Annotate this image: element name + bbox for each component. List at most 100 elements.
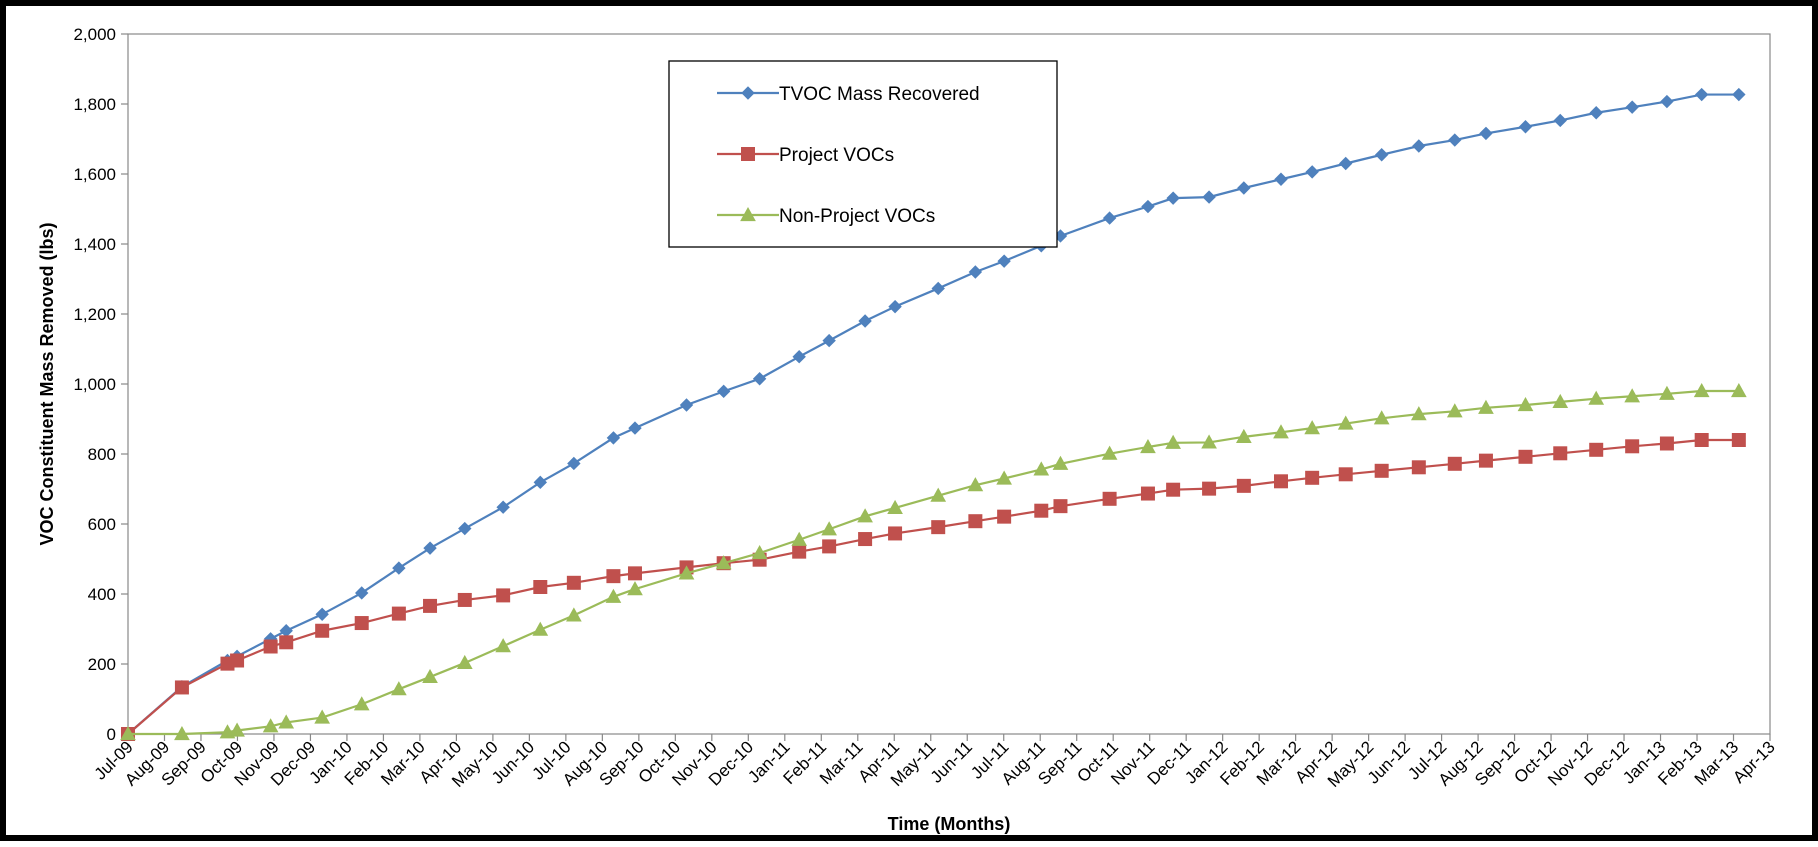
data-point (605, 588, 622, 603)
data-point (355, 586, 369, 600)
data-point (1033, 461, 1050, 476)
data-point (1101, 445, 1118, 460)
data-point (1202, 481, 1217, 496)
data-point (1373, 410, 1390, 425)
data-point (792, 544, 807, 559)
series-non-project-vocs (120, 382, 1747, 741)
data-point (458, 521, 472, 536)
data-point (606, 431, 621, 445)
y-tick-label: 1,600 (73, 165, 116, 184)
data-point (174, 725, 190, 741)
data-point (1237, 181, 1251, 195)
data-point (1447, 456, 1462, 471)
legend-item: TVOC Mass Recovered (717, 84, 980, 105)
data-point (791, 531, 808, 546)
data-point (457, 592, 472, 607)
data-point (679, 398, 694, 412)
data-point (1588, 390, 1605, 405)
data-point (1339, 156, 1353, 171)
data-point (391, 681, 407, 696)
legend-label: TVOC Mass Recovered (779, 84, 980, 105)
data-point (716, 384, 731, 399)
legend: TVOC Mass Recovered Project VOCs Non-Proje… (668, 60, 1058, 248)
data-point (392, 561, 406, 575)
x-axis-title: Time (Months) (888, 814, 1011, 834)
data-point (1202, 190, 1216, 204)
data-point (1166, 191, 1180, 205)
data-point (887, 499, 903, 514)
data-point (496, 588, 511, 603)
legend-label: Project VOCs (779, 145, 894, 166)
data-point (968, 265, 983, 279)
y-tick-label: 800 (88, 445, 116, 464)
data-point (1411, 460, 1426, 475)
data-point (1305, 165, 1319, 179)
data-point (496, 500, 510, 514)
data-point (262, 718, 279, 733)
data-point (821, 521, 837, 536)
data-point (353, 696, 370, 711)
data-point (1374, 463, 1389, 478)
data-point (315, 623, 330, 638)
data-point (1624, 388, 1641, 403)
data-point (751, 545, 768, 560)
data-point (967, 477, 984, 492)
data-point (229, 722, 245, 737)
y-tick-label: 2,000 (73, 25, 116, 44)
data-point (1305, 470, 1320, 485)
series-line (128, 389, 1739, 736)
data-point (741, 86, 755, 100)
data-point (1659, 436, 1674, 451)
data-point (1337, 415, 1354, 430)
series-project-vocs (121, 433, 1746, 741)
data-point (858, 314, 872, 328)
data-point (822, 539, 837, 554)
y-tick-label: 1,000 (73, 375, 116, 394)
data-point (391, 606, 406, 621)
data-point (930, 487, 947, 502)
data-point (1412, 139, 1426, 153)
data-point (174, 680, 189, 695)
data-point (1693, 382, 1710, 398)
data-point (1141, 199, 1155, 214)
data-point (423, 598, 438, 613)
data-point (1552, 393, 1569, 408)
data-point (533, 475, 548, 490)
data-point (1660, 94, 1674, 109)
data-point (533, 580, 548, 594)
data-point (314, 709, 331, 724)
data-point (278, 714, 295, 729)
x-tick-label: Jun-11 (927, 737, 976, 786)
data-point (678, 565, 695, 580)
data-point (1731, 433, 1746, 447)
data-point (1517, 396, 1534, 412)
data-point (1102, 491, 1117, 506)
data-point (1625, 439, 1640, 454)
data-point (888, 526, 903, 541)
data-point (567, 456, 581, 471)
data-point (606, 569, 621, 584)
data-point (1730, 382, 1747, 398)
data-point (931, 520, 946, 535)
y-tick-label: 200 (88, 655, 116, 674)
data-point (627, 581, 643, 596)
data-point (857, 508, 873, 523)
data-point (740, 206, 756, 222)
data-point (1273, 424, 1289, 439)
data-point (968, 514, 983, 529)
series-layer (120, 87, 1747, 741)
data-point (120, 725, 136, 741)
data-point (1589, 106, 1603, 120)
y-tick-label: 0 (107, 725, 116, 744)
y-tick-label: 600 (88, 515, 116, 534)
y-tick-label: 400 (88, 585, 116, 604)
data-point (279, 635, 294, 650)
data-point (1166, 482, 1181, 497)
data-point (931, 281, 945, 296)
data-point (423, 541, 437, 555)
data-point (741, 147, 755, 161)
data-point (888, 299, 902, 314)
y-tick-label: 1,400 (73, 235, 116, 254)
data-point (1338, 467, 1353, 482)
data-point (997, 254, 1011, 268)
